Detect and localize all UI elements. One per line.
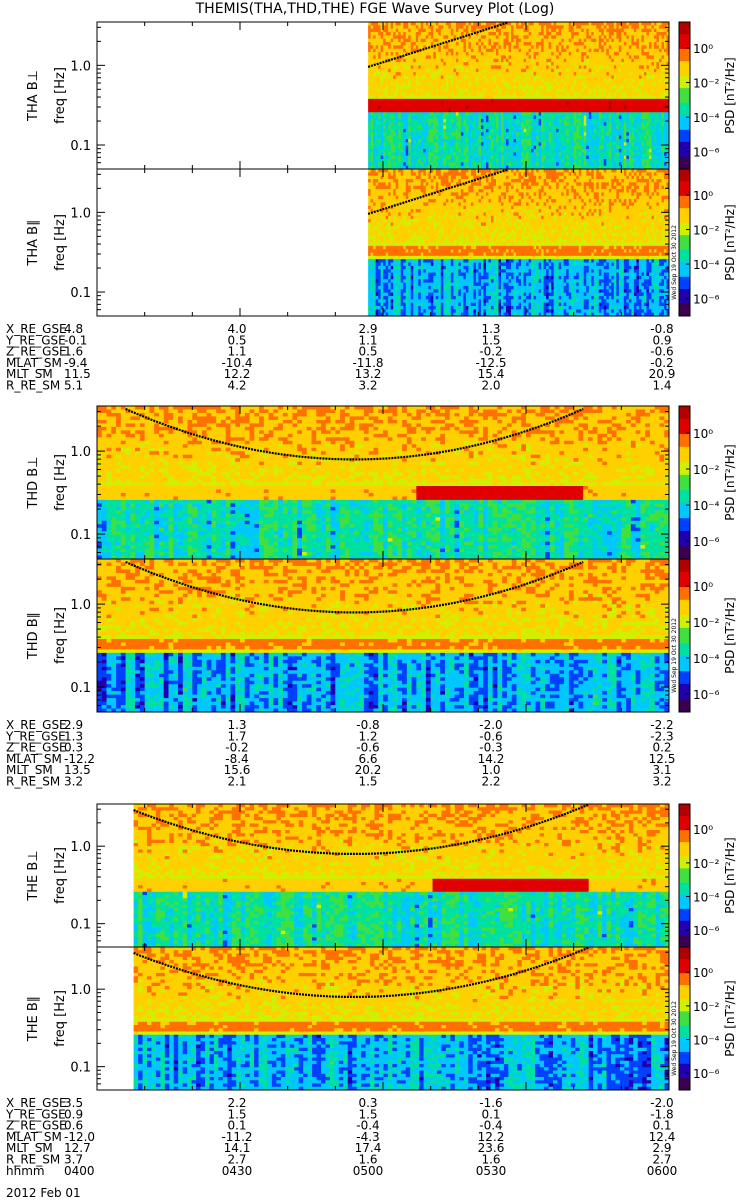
panel-label: THE B∥	[26, 996, 41, 1042]
y-axis-label: freq [Hz]	[53, 454, 68, 511]
colorbar-tick-label: 10⁻²	[693, 463, 720, 477]
spectrogram-cells	[134, 947, 670, 1090]
ephemeris-value: 5.1	[64, 379, 83, 393]
y-tick-label: 0.1	[70, 286, 91, 301]
colorbar-tick-label: 10⁻²	[693, 77, 720, 91]
timestamp-label: Wed Sep 19 Oct 30 2012	[671, 1001, 678, 1076]
colorbar-tick-label: 10⁰	[693, 427, 713, 441]
panel-label: THA B∥	[26, 219, 41, 266]
colorbar-tick-label: 10⁰	[693, 823, 713, 837]
colorbar-label: PSD [nT²/Hz]	[723, 980, 737, 1056]
colorbar-tick-label: 10⁻⁶	[693, 924, 720, 938]
y-tick-label: 0.1	[70, 1061, 91, 1076]
ephemeris-value: 3.2	[64, 775, 83, 789]
spectrogram-panel-thd-bpar: 1.0 0.1 freq [Hz] THD B∥ 10⁰ 10⁻² 10⁻⁴ 10⁻⁶ PSD …	[26, 559, 737, 713]
colorbar-tick-label: 10⁻²	[693, 616, 720, 630]
ephemeris-value: 0600	[647, 1164, 678, 1178]
y-tick-label: 0.1	[70, 918, 91, 933]
ephemeris-label: R_RE_SM	[6, 379, 60, 393]
colorbar-tick-label: 10⁰	[693, 42, 713, 56]
colorbar: 10⁰ 10⁻² 10⁻⁴ 10⁻⁶ PSD [nT²/Hz]	[679, 406, 737, 560]
ephemeris-value: 0530	[476, 1164, 507, 1178]
colorbar-tick-label: 10⁻⁶	[693, 293, 720, 307]
colorbar: 10⁰ 10⁻² 10⁻⁴ 10⁻⁶ PSD [nT²/Hz] Wed Sep 19 Oc…	[671, 559, 737, 713]
colorbar-tick-label: 10⁻⁶	[693, 535, 720, 549]
spectrogram-panel-thd-bperp: 1.0 0.1 freq [Hz] THD B⊥ 10⁰ 10⁻² 10⁻⁴ 10⁻⁶ PSD …	[26, 406, 737, 560]
colorbar-tick-label: 10⁻⁴	[693, 652, 720, 666]
colorbar-label: PSD [nT²/Hz]	[723, 444, 737, 520]
colorbar-tick-label: 10⁻²	[693, 224, 720, 238]
date-label: 2012 Feb 01	[6, 1186, 81, 1200]
colorbar-tick-label: 10⁰	[693, 966, 713, 980]
colorbar-tick-label: 10⁻⁴	[693, 891, 720, 905]
colorbar-tick-label: 10⁻⁴	[693, 1034, 720, 1048]
y-axis-label: freq [Hz]	[53, 67, 68, 124]
colorbar-tick-label: 10⁰	[693, 189, 713, 203]
y-axis-label: freq [Hz]	[53, 607, 68, 664]
panel-label: THE B⊥	[26, 850, 41, 901]
ephemeris-label: hhmm	[6, 1164, 45, 1178]
colorbar-tick-label: 10⁻⁴	[693, 499, 720, 513]
ephemeris-value: 0400	[64, 1164, 95, 1178]
ephemeris-value: 0430	[222, 1164, 253, 1178]
spectrogram-cells	[368, 169, 669, 316]
spectrogram-cells	[134, 804, 670, 947]
y-axis-label: freq [Hz]	[53, 990, 68, 1047]
ephemeris-value: 2.2	[481, 775, 500, 789]
panel-label: THD B∥	[26, 612, 41, 660]
y-tick-label: 1.0	[70, 59, 91, 74]
y-tick-label: 1.0	[70, 445, 91, 460]
ephemeris-value: 1.4	[652, 379, 671, 393]
colorbar-tick-label: 10⁰	[693, 580, 713, 594]
colorbar-tick-label: 10⁻⁶	[693, 1067, 720, 1081]
y-tick-label: 0.1	[70, 528, 91, 543]
colorbar-label: PSD [nT²/Hz]	[723, 837, 737, 913]
spectrogram-cells	[368, 22, 669, 169]
y-tick-label: 1.0	[70, 983, 91, 998]
ephemeris-value: 0500	[353, 1164, 384, 1178]
y-tick-label: 0.1	[70, 681, 91, 696]
panel-label: THD B⊥	[26, 456, 41, 509]
panel-label: THA B⊥	[26, 70, 41, 122]
timestamp-label: Wed Sep 19 Oct 30 2012	[671, 225, 678, 300]
y-tick-label: 0.1	[70, 139, 91, 154]
colorbar-label: PSD [nT²/Hz]	[723, 204, 737, 280]
ephemeris-value: 4.2	[227, 379, 246, 393]
colorbar-label: PSD [nT²/Hz]	[723, 597, 737, 673]
y-axis-label: freq [Hz]	[53, 847, 68, 904]
ephemeris-label: R_RE_SM	[6, 775, 60, 789]
colorbar-tick-label: 10⁻⁴	[693, 258, 720, 272]
colorbar-tick-label: 10⁻²	[693, 857, 720, 871]
colorbar-tick-label: 10⁻⁶	[693, 688, 720, 702]
ephemeris-value: 2.1	[227, 775, 246, 789]
y-tick-label: 1.0	[70, 840, 91, 855]
ephemeris-value: 1.5	[358, 775, 377, 789]
y-tick-label: 1.0	[70, 598, 91, 613]
spectrogram-cells	[97, 406, 669, 559]
colorbar-label: PSD [nT²/Hz]	[723, 57, 737, 133]
colorbar-tick-label: 10⁻⁴	[693, 111, 720, 125]
y-tick-label: 1.0	[70, 206, 91, 221]
y-axis-label: freq [Hz]	[53, 214, 68, 271]
ephemeris-value: 3.2	[652, 775, 671, 789]
ephemeris-value: 3.2	[358, 379, 377, 393]
spectrogram-cells	[97, 559, 669, 712]
colorbar-tick-label: 10⁻⁶	[693, 146, 720, 160]
timestamp-label: Wed Sep 19 Oct 30 2012	[671, 618, 678, 693]
colorbar-tick-label: 10⁻²	[693, 1000, 720, 1014]
ephemeris-value: 2.0	[481, 379, 500, 393]
